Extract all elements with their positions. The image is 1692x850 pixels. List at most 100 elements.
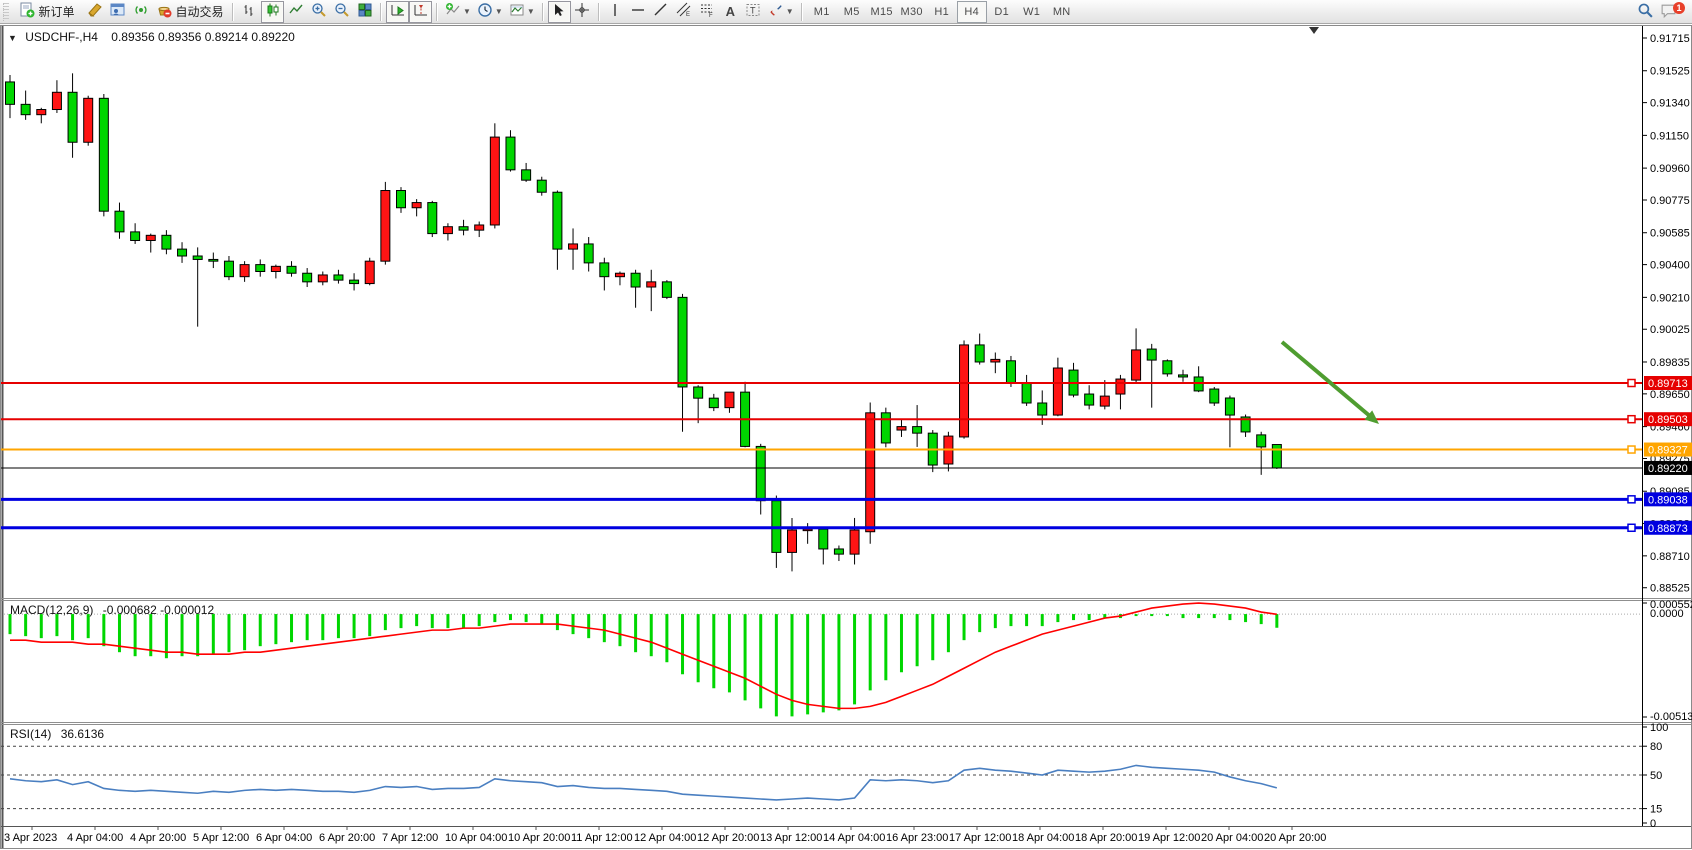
- tile-windows-button[interactable]: [353, 1, 376, 23]
- crosshair-icon: [574, 2, 590, 21]
- svg-text:F: F: [709, 13, 713, 18]
- svg-text:0.90585: 0.90585: [1650, 228, 1690, 240]
- vertical-line-button[interactable]: [604, 1, 627, 23]
- macd-indicator-label: MACD(12,26,9): [10, 603, 94, 617]
- svg-text:-0.00513: -0.00513: [1650, 711, 1692, 723]
- metaeditor-button[interactable]: [83, 1, 106, 23]
- price-axis-labels: 0.91715 0.91525 0.91340 0.91150 0.90960 0.907…: [1642, 33, 1690, 595]
- templates-button[interactable]: ▼: [506, 1, 538, 23]
- svg-text:6 Apr 04:00: 6 Apr 04:00: [256, 832, 312, 844]
- price-chart[interactable]: 0.91715 0.91525 0.91340 0.91150 0.90960 0.907…: [0, 25, 1692, 850]
- svg-text:18 Apr 04:00: 18 Apr 04:00: [1012, 832, 1074, 844]
- fibonacci-icon: F: [699, 2, 715, 21]
- timeframe-button-M30[interactable]: M30: [900, 5, 923, 18]
- search-button[interactable]: [1634, 1, 1657, 23]
- indicators-button[interactable]: ▼: [442, 1, 474, 23]
- svg-text:12 Apr 20:00: 12 Apr 20:00: [697, 832, 759, 844]
- search-icon: [1637, 2, 1654, 22]
- level-line-0.88873[interactable]: 0.88873: [1, 520, 1692, 535]
- strategy-tester-icon: [110, 2, 126, 21]
- periods-clock-icon: [477, 2, 493, 21]
- zoom-out-button[interactable]: [330, 1, 353, 23]
- svg-text:0.90025: 0.90025: [1650, 324, 1690, 336]
- crosshair-button[interactable]: [571, 1, 594, 23]
- svg-text:0.88710: 0.88710: [1650, 551, 1690, 563]
- level-line-0.89327[interactable]: 0.89327: [1, 442, 1692, 457]
- svg-text:16 Apr 23:00: 16 Apr 23:00: [886, 832, 948, 844]
- svg-text:0.90960: 0.90960: [1650, 163, 1690, 175]
- toolbar-grip[interactable]: [3, 2, 9, 21]
- candlestick-chart-button[interactable]: [261, 0, 284, 23]
- bar-chart-icon: [242, 2, 258, 21]
- svg-text:0.90775: 0.90775: [1650, 195, 1690, 207]
- svg-text:18 Apr 20:00: 18 Apr 20:00: [1075, 832, 1137, 844]
- tile-windows-icon: [357, 2, 373, 21]
- toolbar-separator: [597, 2, 600, 21]
- cursor-button[interactable]: [547, 0, 571, 23]
- text-label-button[interactable]: T: [742, 1, 765, 23]
- toolbar-separator: [232, 2, 234, 21]
- horizontal-line-button[interactable]: [627, 1, 650, 23]
- arrows-icon: [768, 2, 784, 21]
- arrows-button[interactable]: ▼: [765, 1, 797, 23]
- notifications-button[interactable]: 1: [1657, 1, 1685, 23]
- toolbar-separator: [436, 2, 438, 21]
- strategy-tester-button[interactable]: [106, 1, 129, 23]
- bar-chart-button[interactable]: [238, 1, 261, 23]
- equidistant-channel-button[interactable]: E: [673, 1, 696, 23]
- svg-text:13 Apr 12:00: 13 Apr 12:00: [760, 832, 822, 844]
- svg-text:6 Apr 20:00: 6 Apr 20:00: [319, 832, 375, 844]
- timeframe-button-D1[interactable]: D1: [994, 5, 1010, 18]
- timeframe-button-M5[interactable]: M5: [843, 5, 860, 18]
- svg-text:0.90210: 0.90210: [1650, 292, 1690, 304]
- notification-badge: 1: [1673, 2, 1685, 14]
- svg-text:0.89713: 0.89713: [1648, 378, 1688, 390]
- macd-histogram: [8, 614, 1279, 717]
- timeframe-button-M15[interactable]: M15: [870, 5, 893, 18]
- level-line-0.89038[interactable]: 0.89038: [1, 492, 1692, 507]
- chart-shift-marker-icon[interactable]: [1309, 27, 1319, 34]
- vertical-line-icon: [607, 2, 623, 21]
- timeframe-button-M1[interactable]: M1: [813, 5, 830, 18]
- fibonacci-button[interactable]: F: [696, 1, 719, 23]
- new-order-button[interactable]: 新订单: [11, 1, 83, 23]
- svg-text:11 Apr 12:00: 11 Apr 12:00: [571, 832, 633, 844]
- svg-text:80: 80: [1650, 741, 1662, 753]
- horizontal-line-icon: [630, 2, 646, 21]
- trend-arrow-annotation[interactable]: [1280, 340, 1379, 424]
- svg-text:10 Apr 04:00: 10 Apr 04:00: [445, 832, 507, 844]
- svg-text:0.89650: 0.89650: [1650, 389, 1690, 401]
- metaeditor-icon: [87, 2, 103, 21]
- timeframe-button-MN[interactable]: MN: [1052, 5, 1071, 18]
- timeframe-button-H4[interactable]: H4: [956, 0, 987, 23]
- rsi-indicator-label: RSI(14): [10, 727, 52, 741]
- svg-text:E: E: [686, 12, 690, 18]
- periods-button[interactable]: ▼: [474, 1, 506, 23]
- timeframe-button-W1[interactable]: W1: [1023, 5, 1041, 18]
- macd-signal-line: [10, 602, 1277, 710]
- svg-text:0.89327: 0.89327: [1648, 445, 1688, 457]
- autotrading-icon: [156, 2, 172, 21]
- text-button[interactable]: A: [719, 1, 742, 23]
- arrows-caret-icon: ▼: [785, 6, 794, 16]
- auto-scroll-button[interactable]: [386, 0, 409, 23]
- svg-text:0.89835: 0.89835: [1650, 357, 1690, 369]
- trendline-button[interactable]: [650, 1, 673, 23]
- chart-dropdown-icon[interactable]: ▼: [8, 33, 17, 43]
- macd-indicator-values: -0.000682 -0.000012: [102, 603, 215, 617]
- line-chart-button[interactable]: [284, 1, 307, 23]
- rsi-axis-labels: 100 80 50 15 0: [1642, 722, 1668, 830]
- text-label-icon: T: [745, 2, 761, 21]
- autotrading-button[interactable]: 自动交易: [152, 1, 228, 23]
- svg-text:0: 0: [1650, 818, 1656, 830]
- zoom-in-button[interactable]: [307, 1, 330, 23]
- indicators-caret-icon: ▼: [463, 6, 471, 16]
- signals-button[interactable]: [129, 1, 152, 23]
- timeframe-button-H1[interactable]: H1: [934, 5, 950, 18]
- svg-text:12 Apr 04:00: 12 Apr 04:00: [634, 832, 696, 844]
- level-line-0.89713[interactable]: 0.89713: [1, 376, 1692, 391]
- chart-shift-button[interactable]: [409, 0, 432, 23]
- indicators-icon: [445, 2, 461, 21]
